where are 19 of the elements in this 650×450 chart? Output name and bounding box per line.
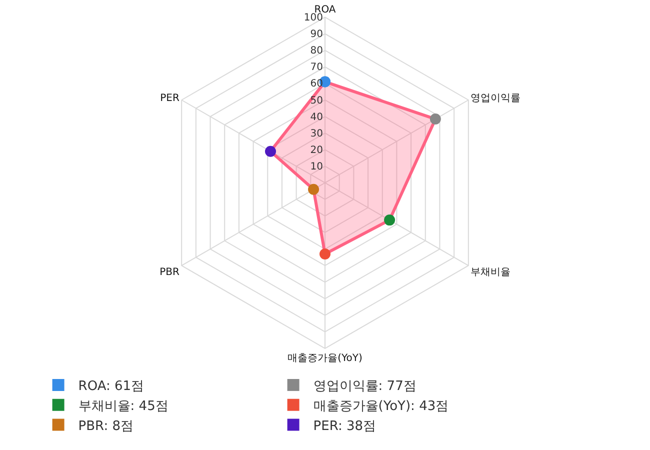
text: 영업이익률: 77점 (313, 379, 416, 394)
text: ROA: 61점 (78, 379, 144, 394)
y-tick-label: 90 (310, 29, 323, 40)
text: 부채비율: 45점 (78, 398, 168, 414)
text: 매출증가율(YoY): 43점 (313, 398, 449, 414)
y-tick-label: 80 (310, 46, 323, 57)
text: PBR: 8점 (78, 418, 134, 434)
spoke-label: 매출증가율(YoY) (288, 352, 362, 364)
y-tick-label: 40 (310, 112, 323, 123)
spoke-label: PBR (160, 266, 180, 278)
y-tick-label: 20 (310, 144, 323, 156)
y-tick-label: 70 (310, 62, 323, 74)
spoke-label: 부채비율 (470, 266, 511, 278)
spoke-label: 영업이익률 (470, 92, 521, 104)
text: PER: 38점 (313, 418, 376, 434)
y-tick-label: 30 (310, 128, 323, 140)
spoke-label: PER (160, 92, 180, 104)
y-tick-label: 50 (310, 95, 323, 106)
y-tick-label: 10 (310, 161, 323, 172)
